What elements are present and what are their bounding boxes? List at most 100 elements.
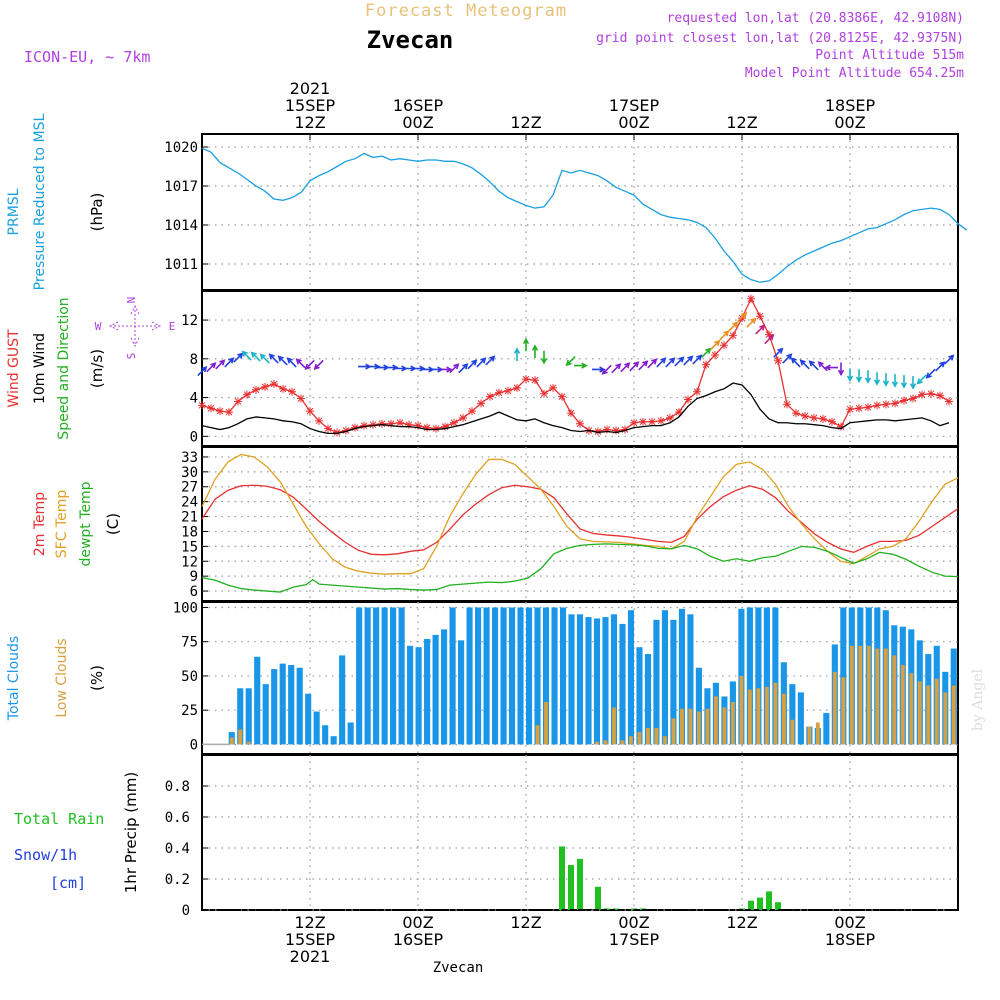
low-cloud-bar xyxy=(688,708,693,745)
low-cloud-bar xyxy=(781,693,786,745)
total-cloud-bar xyxy=(237,688,244,745)
wind-arrow xyxy=(611,363,622,374)
gust-marker xyxy=(729,331,737,340)
side-label: Wind GUST xyxy=(6,329,22,408)
unit-label: 1hr Precip (mm) xyxy=(122,772,140,893)
gust-marker xyxy=(819,414,827,423)
wind-arrow xyxy=(295,358,306,369)
gust-marker xyxy=(837,422,845,431)
time-label-top: 2021 xyxy=(290,79,331,98)
gust-marker xyxy=(414,421,422,430)
wind-arrow xyxy=(808,360,819,371)
y-tick-label: 12 xyxy=(181,554,198,570)
side-label: Total Clouds xyxy=(6,636,22,721)
gust-marker xyxy=(441,422,449,431)
total-cloud-bar xyxy=(424,638,431,745)
wind-arrow xyxy=(620,362,631,373)
low-cloud-bar xyxy=(229,737,234,745)
y-tick-label: 24 xyxy=(181,495,198,511)
header-title-top: Forecast Meteogram xyxy=(365,1,567,21)
rain-bar xyxy=(775,902,781,910)
rain-bar xyxy=(595,886,601,910)
low-cloud-bar xyxy=(646,727,650,745)
y-tick-label: 1011 xyxy=(164,257,198,273)
side-label: 2m Temp xyxy=(32,492,48,556)
wind-arrow xyxy=(277,355,288,366)
gust-marker xyxy=(792,409,800,418)
y-tick-label: 0 xyxy=(182,903,190,919)
gust-marker xyxy=(261,382,269,391)
compass-w: W xyxy=(95,320,102,333)
time-label-bottom: 00Z xyxy=(618,913,649,932)
gust-marker xyxy=(432,424,440,433)
time-label-bottom: 2021 xyxy=(290,947,331,966)
gust-marker xyxy=(531,376,539,385)
gust-marker xyxy=(693,387,701,396)
gust-marker xyxy=(621,425,629,434)
header-model-altitude: Model Point Altitude 654.25m xyxy=(745,66,964,81)
gust-marker xyxy=(945,397,953,406)
series-line xyxy=(201,453,959,575)
gust-marker xyxy=(603,425,611,434)
gust-marker xyxy=(351,423,359,432)
total-cloud-bar xyxy=(356,607,363,745)
gust-marker xyxy=(765,330,773,339)
wind-arrow xyxy=(891,374,899,388)
total-cloud-bar xyxy=(415,647,422,745)
wind-arrow xyxy=(817,361,828,372)
gust-marker xyxy=(864,403,872,412)
wind-arrow xyxy=(224,357,235,368)
unit-label: (hPa) xyxy=(88,193,106,232)
wind-arrow xyxy=(900,375,908,389)
gust-marker xyxy=(846,405,854,414)
gust-marker xyxy=(801,411,809,420)
gust-marker xyxy=(873,401,881,410)
total-cloud-bar xyxy=(746,607,753,745)
y-tick-label: 33 xyxy=(181,450,198,466)
low-cloud-bar xyxy=(246,741,251,745)
time-label-top: 12Z xyxy=(726,113,757,132)
compass-s: S xyxy=(125,353,138,360)
y-tick-label: 0.8 xyxy=(165,779,190,795)
wind-arrow xyxy=(837,362,845,377)
gust-marker xyxy=(612,426,620,435)
total-cloud-bar xyxy=(568,614,575,745)
total-cloud-bar xyxy=(797,692,804,745)
wind-arrow xyxy=(601,364,612,375)
watermark: by Angel xyxy=(970,668,986,731)
gust-marker xyxy=(207,404,215,413)
total-cloud-bar xyxy=(602,617,609,745)
wind-arrow xyxy=(909,376,917,390)
total-cloud-bar xyxy=(644,654,652,745)
time-label-top: 00Z xyxy=(834,113,865,132)
wind-arrow xyxy=(790,357,801,368)
side-label: SFC Temp xyxy=(54,490,70,559)
gust-marker xyxy=(234,397,242,406)
low-cloud-bar xyxy=(875,648,880,745)
low-cloud-bar xyxy=(654,727,659,745)
wind-arrow xyxy=(565,355,576,367)
side-label: Snow/1h xyxy=(14,846,77,864)
side-label: Low Clouds xyxy=(54,638,70,717)
panel-frame xyxy=(201,133,959,291)
low-cloud-bar xyxy=(747,689,752,745)
series-line xyxy=(201,484,959,556)
low-cloud-bar xyxy=(535,725,540,745)
gust-marker xyxy=(198,401,206,410)
wind-arrow xyxy=(629,361,640,372)
wind-arrow xyxy=(665,357,676,368)
total-cloud-bar xyxy=(789,684,796,745)
low-cloud-bar xyxy=(637,732,642,745)
wind-arrow xyxy=(250,351,261,362)
total-cloud-bar xyxy=(823,712,830,745)
gust-marker xyxy=(657,416,665,425)
wind-arrow xyxy=(799,359,810,370)
wind-arrow xyxy=(439,366,453,373)
gust-marker xyxy=(558,392,566,401)
wind-arrow xyxy=(719,330,730,341)
footer-location: Zvecan xyxy=(433,960,484,976)
total-cloud-bar xyxy=(619,623,626,745)
low-cloud-bar xyxy=(663,736,667,745)
